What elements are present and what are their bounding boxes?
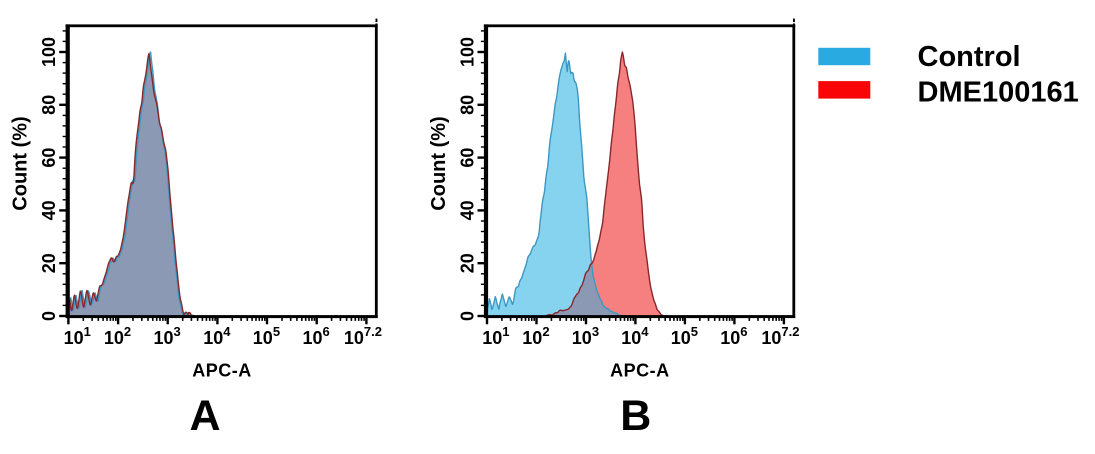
- svg-text:Count (%): Count (%): [428, 116, 450, 210]
- svg-text:DME100161: DME100161: [918, 76, 1079, 108]
- svg-text:40: 40: [39, 200, 59, 220]
- svg-text:100: 100: [457, 37, 477, 67]
- svg-text:80: 80: [39, 95, 59, 115]
- svg-text:Count (%): Count (%): [10, 116, 32, 210]
- svg-text:60: 60: [39, 148, 59, 168]
- svg-text:APC-A: APC-A: [192, 361, 252, 381]
- svg-text:40: 40: [457, 200, 477, 220]
- svg-text:0: 0: [39, 311, 59, 321]
- svg-text:0: 0: [457, 311, 477, 321]
- svg-text:60: 60: [457, 148, 477, 168]
- svg-text:80: 80: [457, 95, 477, 115]
- svg-text:A: A: [189, 392, 220, 440]
- svg-text:20: 20: [39, 253, 59, 273]
- svg-text:101: 101: [64, 324, 91, 348]
- svg-text:B: B: [620, 392, 651, 440]
- svg-text:APC-A: APC-A: [610, 361, 670, 381]
- svg-text:107.2: 107.2: [344, 324, 382, 348]
- svg-text:100: 100: [39, 37, 59, 67]
- svg-text:Control: Control: [918, 41, 1021, 73]
- svg-text:107.2: 107.2: [761, 324, 799, 348]
- svg-text:20: 20: [457, 253, 477, 273]
